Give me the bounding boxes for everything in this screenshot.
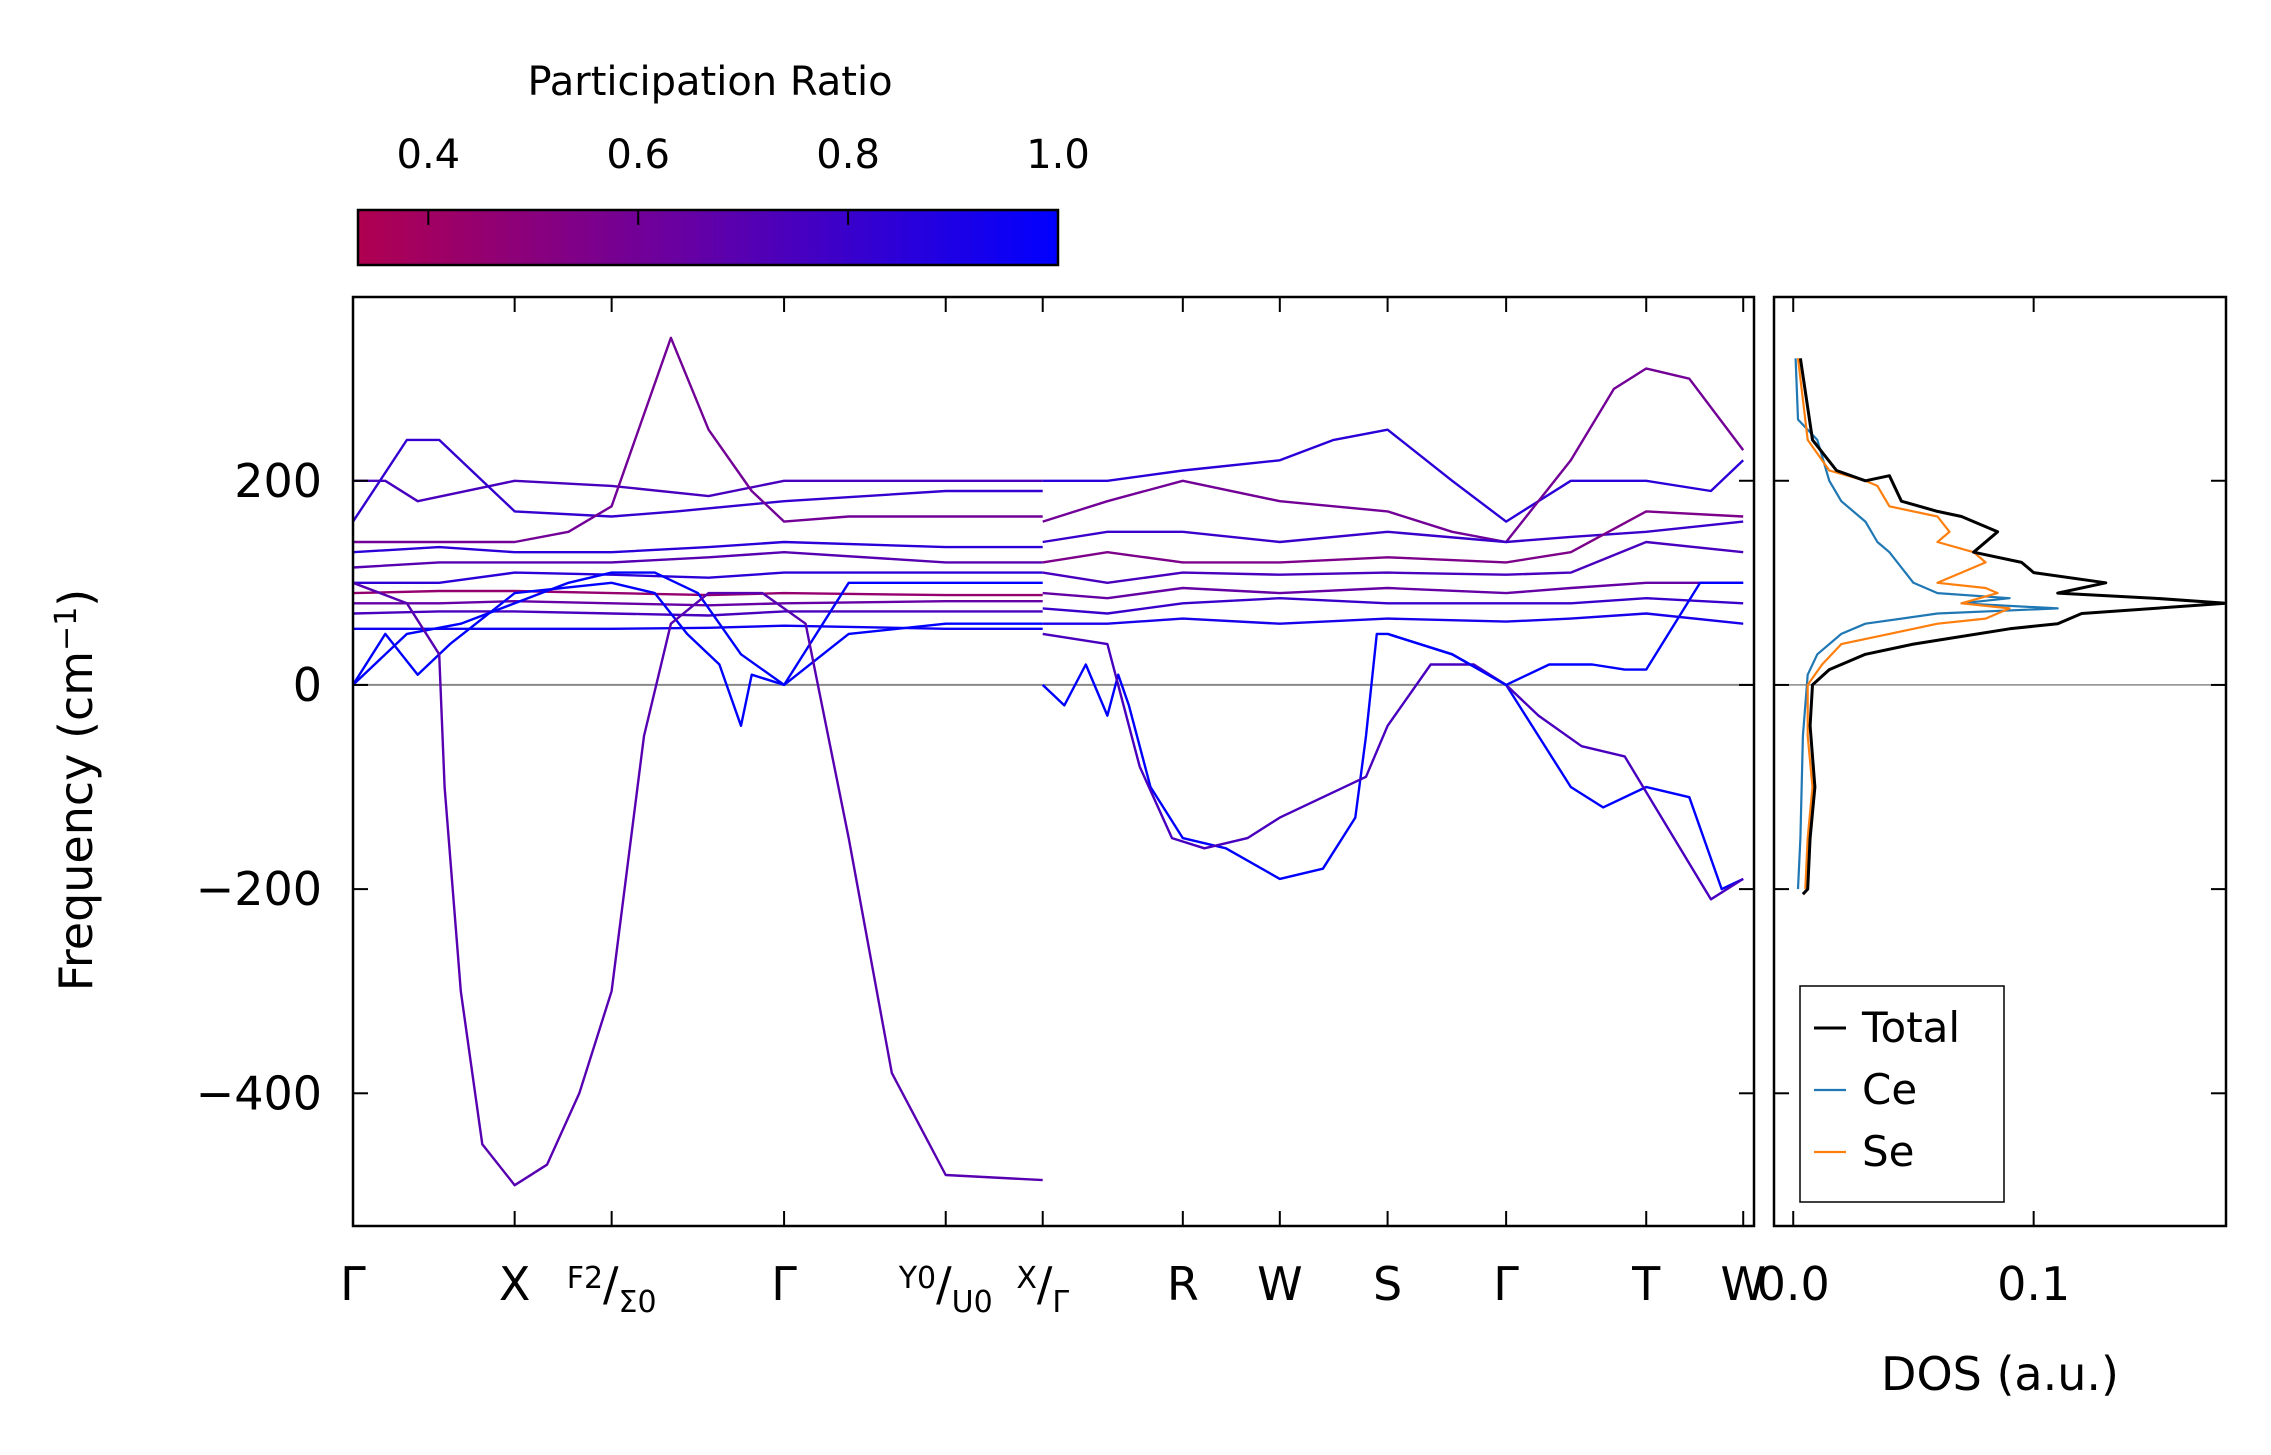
legend-box (1799, 985, 2005, 1203)
band-line-s17 (1042, 510, 1744, 564)
kpoint-label-2: F2/Σ0 (567, 1257, 657, 1320)
band-line-s16 (1042, 520, 1744, 544)
ylabel-end: ) (49, 589, 103, 607)
kpoint-label-11: W (1720, 1257, 1765, 1311)
colorbar-gradient (356, 208, 1060, 267)
kpoint-label-5: X/Γ (1016, 1257, 1069, 1320)
band-line-s9 (353, 610, 1043, 617)
dos-xtick-label-1: 0.1 (1997, 1257, 2070, 1311)
band-line-s22 (1041, 632, 1744, 891)
band-ytick-label-3: −400 (196, 1066, 322, 1120)
kpoint-label-7: W (1257, 1257, 1302, 1311)
band-ytick-label-1: 0 (293, 658, 322, 712)
dos-line-ce (1794, 358, 2059, 890)
legend-label-total: Total (1861, 1003, 1960, 1052)
band-ytick-label-2: −200 (196, 862, 322, 916)
kpoint-label-4: Y0/U0 (898, 1257, 993, 1320)
band-line-s21 (1042, 612, 1744, 625)
dos-line-total (1798, 358, 2226, 896)
band-line-s19 (1042, 581, 1744, 600)
dos-x-axis-label: DOS (a.u.) (1881, 1347, 2119, 1401)
dos-line-se (1796, 358, 2011, 890)
kpoint-label-9: Γ (1493, 1257, 1519, 1311)
band-line-s23 (1042, 632, 1744, 901)
colorbar-tick-label-1: 0.6 (606, 132, 670, 178)
band-line-s11 (353, 571, 1043, 687)
band-line-s4 (353, 540, 1043, 554)
band-line-s13 (353, 581, 1043, 1187)
band-y-axis-label: Frequency (cm−1) (49, 589, 103, 992)
band-line-s3 (353, 336, 1043, 544)
kpoint-label-10: T (1631, 1257, 1661, 1311)
legend-label-ce: Ce (1862, 1065, 1917, 1114)
colorbar: Participation Ratio 0.4 0.6 0.8 1.0 (356, 59, 1090, 267)
band-line-s14 (1042, 428, 1745, 523)
band-structure-panel: 200 0 −200 −400 Γ X F2/Σ0 Γ Y0/U0 X/Γ R W S Γ T W Freq… (49, 295, 1766, 1320)
legend-label-se: Se (1862, 1127, 1915, 1176)
band-ytick-label-0: 200 (234, 454, 322, 508)
dos-xtick-label-0: 0.0 (1757, 1257, 1830, 1311)
kpoint-label-1: X (499, 1257, 531, 1311)
colorbar-tick-label-2: 0.8 (816, 132, 880, 178)
kpoint-label-0: Γ (340, 1257, 366, 1311)
band-line-s20 (1042, 597, 1744, 615)
kpoint-label-8: S (1373, 1257, 1402, 1311)
band-line-s18 (1042, 540, 1744, 584)
dos-legend: Total Ce Se (1799, 985, 2005, 1203)
kpoint-label-3: Γ (771, 1257, 797, 1311)
band-line-s10 (353, 624, 1043, 630)
colorbar-tick-label-0: 0.4 (397, 132, 461, 178)
colorbar-tick-label-3: 1.0 (1026, 132, 1090, 178)
dos-panel: 0.0 0.1 DOS (a.u.) Total Ce Se (1757, 295, 2228, 1401)
band-frame (351, 295, 1756, 1228)
band-line-s6 (353, 571, 1043, 584)
band-line-s8 (353, 600, 1043, 607)
band-line-s15 (1042, 367, 1745, 544)
colorbar-label: Participation Ratio (527, 59, 892, 105)
band-line-s1 (353, 479, 1043, 503)
band-line-s24 (1387, 581, 1744, 687)
ylabel-sup: −1 (49, 607, 84, 651)
band-line-s5 (353, 551, 1043, 569)
dos-frame (1772, 295, 2228, 1228)
band-line-s2 (353, 438, 1043, 523)
band-line-s12 (353, 581, 1043, 727)
band-line-s7 (353, 589, 1043, 597)
kpoint-label-6: R (1167, 1257, 1199, 1311)
ylabel-main: Frequency (cm (49, 651, 103, 991)
